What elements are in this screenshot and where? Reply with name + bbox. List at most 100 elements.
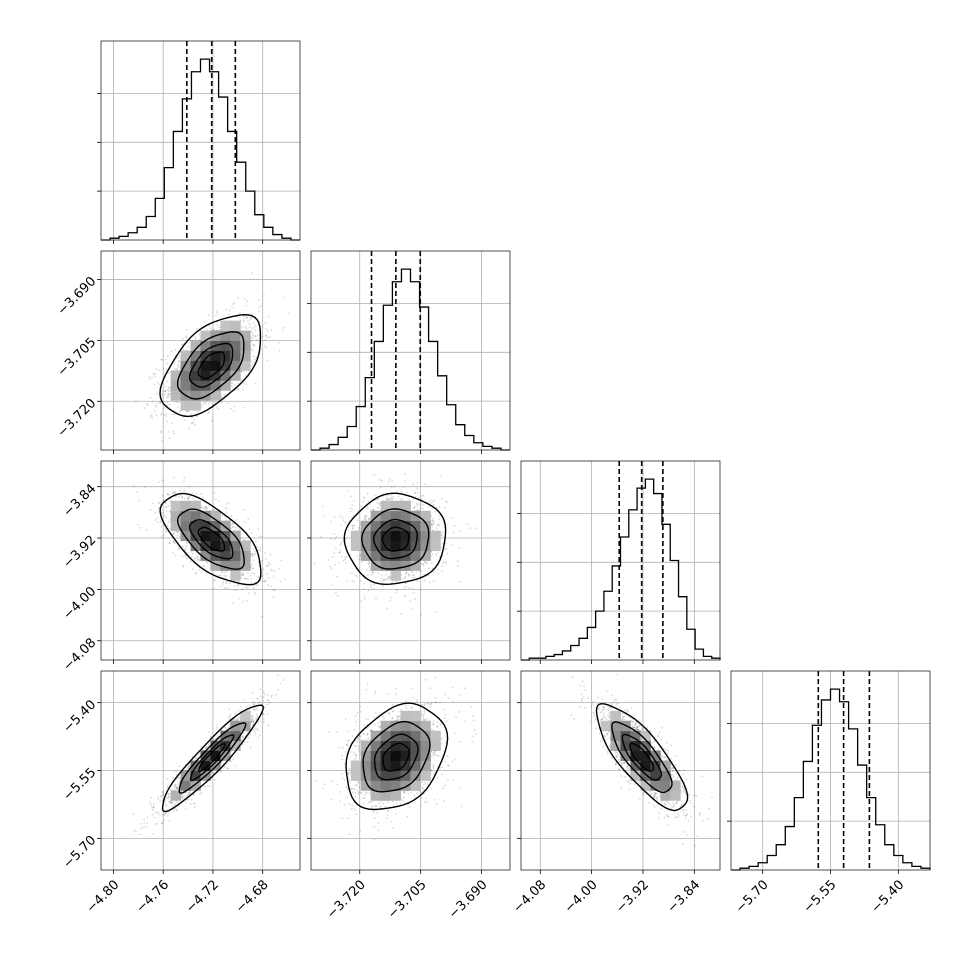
- sample-point: [359, 579, 362, 582]
- sample-point: [172, 552, 174, 554]
- sample-point: [231, 522, 234, 525]
- sample-point: [157, 521, 160, 524]
- sample-point: [404, 577, 406, 580]
- sample-point: [440, 535, 443, 537]
- sample-point: [391, 498, 393, 501]
- sample-point: [196, 327, 199, 330]
- density-cell: [230, 570, 241, 581]
- sample-point: [386, 499, 388, 502]
- sample-point: [357, 519, 359, 522]
- sample-point: [431, 523, 434, 526]
- sample-point: [197, 410, 200, 413]
- sample-point: [390, 596, 392, 599]
- density-cell: [200, 340, 211, 351]
- sample-point: [420, 563, 423, 565]
- sample-point: [264, 693, 266, 696]
- sample-point: [358, 527, 361, 529]
- density-cell: [430, 530, 441, 541]
- sample-point: [162, 499, 165, 502]
- sample-point: [147, 403, 149, 406]
- sample-point: [307, 575, 309, 577]
- sample-point: [227, 716, 230, 719]
- sample-point: [242, 315, 245, 318]
- sample-point: [354, 574, 357, 577]
- sample-point: [432, 580, 435, 583]
- sample-point: [220, 402, 223, 404]
- sample-point: [207, 314, 210, 317]
- sample-point: [242, 508, 245, 511]
- sample-point: [161, 791, 164, 794]
- sample-point: [444, 500, 447, 503]
- sample-point: [338, 562, 341, 564]
- sample-point: [242, 735, 244, 738]
- sample-point: [335, 575, 338, 578]
- sample-point: [431, 567, 434, 570]
- panel-frame: [100, 250, 301, 451]
- sample-point: [156, 381, 159, 384]
- sample-point: [360, 505, 363, 507]
- sample-point: [244, 325, 247, 328]
- density-cell: [400, 560, 411, 571]
- sample-point: [223, 571, 226, 574]
- sample-point: [270, 568, 273, 571]
- sample-point: [345, 522, 348, 525]
- density-cell: [230, 550, 241, 561]
- density-cells: [170, 500, 251, 581]
- sample-point: [396, 588, 398, 591]
- sample-point: [262, 568, 265, 571]
- gridlines: [101, 41, 300, 240]
- sample-point: [262, 691, 265, 694]
- sample-point: [200, 571, 203, 573]
- sample-point: [254, 335, 257, 338]
- sample-point: [167, 387, 170, 389]
- density-cell: [170, 500, 181, 512]
- sample-point: [432, 501, 434, 503]
- y-tick-label: −3.690: [55, 274, 100, 319]
- sample-point: [168, 800, 171, 803]
- density-cell: [180, 370, 191, 381]
- density-cell: [180, 530, 191, 541]
- sample-point: [155, 402, 158, 405]
- sample-point: [404, 575, 407, 578]
- sample-point: [368, 561, 371, 564]
- sample-point: [382, 585, 385, 587]
- sample-point: [365, 514, 368, 517]
- density-cell: [210, 360, 221, 371]
- sample-point: [330, 520, 333, 523]
- sample-point: [164, 390, 167, 393]
- sample-point: [173, 470, 175, 472]
- sample-point: [261, 335, 264, 338]
- sample-point: [243, 577, 246, 580]
- sample-point: [405, 572, 407, 575]
- sample-point: [458, 547, 461, 549]
- sample-point: [288, 312, 291, 315]
- sample-point: [220, 585, 222, 587]
- sample-point: [450, 517, 453, 519]
- sample-point: [342, 519, 345, 521]
- sample-point: [154, 405, 157, 407]
- sample-point: [212, 579, 215, 582]
- sample-point: [216, 312, 219, 314]
- contour-line: [176, 331, 245, 400]
- sample-point: [391, 486, 393, 489]
- sample-point: [225, 581, 228, 584]
- sample-point: [267, 724, 270, 727]
- sample-point: [245, 383, 248, 385]
- scatter-area: [133, 476, 300, 618]
- sample-point: [207, 412, 210, 414]
- panel-frame: [310, 460, 511, 661]
- sample-point: [177, 547, 180, 550]
- sample-point: [378, 502, 380, 505]
- sample-point: [252, 587, 255, 590]
- sample-point: [203, 565, 205, 567]
- sample-point: [164, 528, 167, 531]
- sample-point: [351, 527, 354, 530]
- sample-point: [389, 477, 391, 480]
- sample-point: [259, 734, 261, 737]
- sample-point: [320, 536, 322, 539]
- sample-point: [431, 523, 434, 526]
- sample-point: [435, 611, 437, 613]
- sample-point: [202, 565, 205, 567]
- sample-point: [441, 532, 443, 535]
- sample-point: [204, 402, 207, 404]
